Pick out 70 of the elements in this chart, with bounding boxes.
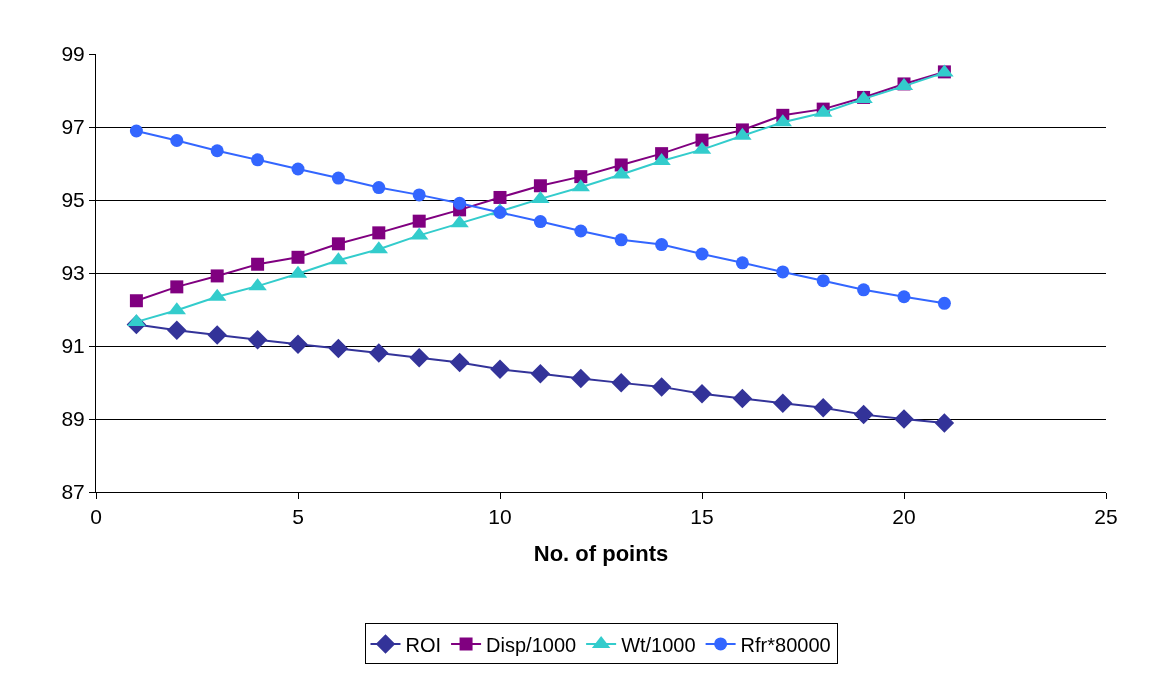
point xyxy=(331,171,345,185)
point xyxy=(816,274,830,288)
point xyxy=(247,330,268,350)
point xyxy=(857,283,871,297)
point xyxy=(732,388,753,409)
point xyxy=(614,158,628,172)
point xyxy=(449,352,470,373)
point xyxy=(533,179,547,193)
point xyxy=(453,196,467,210)
point xyxy=(614,233,628,247)
legend-label: Rfr*80000 xyxy=(740,633,831,656)
x-tick-label: 5 xyxy=(292,505,304,529)
point xyxy=(530,363,551,384)
point xyxy=(611,373,631,393)
point xyxy=(813,397,833,418)
point xyxy=(372,181,386,195)
point xyxy=(735,256,749,270)
y-tick-label: 95 xyxy=(61,188,85,212)
point xyxy=(207,325,227,345)
point xyxy=(291,162,305,176)
point xyxy=(251,257,265,271)
point xyxy=(210,144,224,158)
point xyxy=(129,294,143,308)
point xyxy=(894,409,914,429)
y-tick-label: 99 xyxy=(61,42,85,66)
x-tick-label: 10 xyxy=(488,505,512,529)
point xyxy=(372,226,386,240)
point xyxy=(692,384,712,404)
point xyxy=(490,359,510,380)
y-tick-label: 91 xyxy=(61,334,85,358)
point xyxy=(853,404,874,425)
legend-label: ROI xyxy=(405,633,442,656)
point xyxy=(291,250,305,264)
x-tick-label: 15 xyxy=(690,505,714,529)
point xyxy=(571,368,591,389)
point xyxy=(167,320,187,341)
point xyxy=(533,215,547,229)
point xyxy=(129,124,143,138)
x-tick-label: 0 xyxy=(90,505,102,529)
point xyxy=(331,237,345,251)
point xyxy=(655,238,669,252)
point xyxy=(210,269,224,283)
point xyxy=(170,134,184,147)
point xyxy=(409,347,429,368)
y-tick-label: 89 xyxy=(61,407,85,431)
point xyxy=(251,153,265,167)
point xyxy=(897,290,911,304)
x-tick-label: 25 xyxy=(1094,505,1118,529)
y-tick-label: 93 xyxy=(61,261,85,285)
point xyxy=(651,377,672,397)
point xyxy=(776,265,790,279)
x-axis-title: No. of points xyxy=(533,541,669,567)
point xyxy=(412,214,426,228)
legend-label: Disp/1000 xyxy=(486,633,577,656)
point xyxy=(574,224,588,238)
point xyxy=(328,338,349,359)
point xyxy=(288,334,308,354)
y-tick-label: 87 xyxy=(61,480,85,504)
point xyxy=(934,413,955,433)
point xyxy=(574,170,588,184)
point xyxy=(170,280,184,294)
point xyxy=(493,190,507,204)
legend-label: Wt/1000 xyxy=(621,633,696,656)
point xyxy=(695,247,709,261)
y-tick-label: 97 xyxy=(61,115,85,139)
point xyxy=(369,343,389,363)
x-tick-label: 20 xyxy=(892,505,916,529)
point xyxy=(412,188,426,202)
point xyxy=(773,393,793,414)
point xyxy=(937,296,951,310)
